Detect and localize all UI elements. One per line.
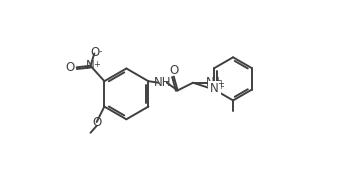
Text: N: N [206,76,215,89]
Text: N: N [210,83,219,96]
Text: -: - [99,47,102,56]
Text: +: + [217,79,224,88]
Text: +: + [214,76,221,85]
Text: O: O [66,61,75,74]
Text: O: O [90,46,100,59]
Text: N: N [210,82,219,95]
Text: O: O [92,116,101,129]
Text: NH: NH [154,76,171,89]
Text: +: + [217,82,224,91]
Text: +: + [93,60,100,69]
Text: O: O [169,64,178,77]
Text: N: N [86,59,95,71]
